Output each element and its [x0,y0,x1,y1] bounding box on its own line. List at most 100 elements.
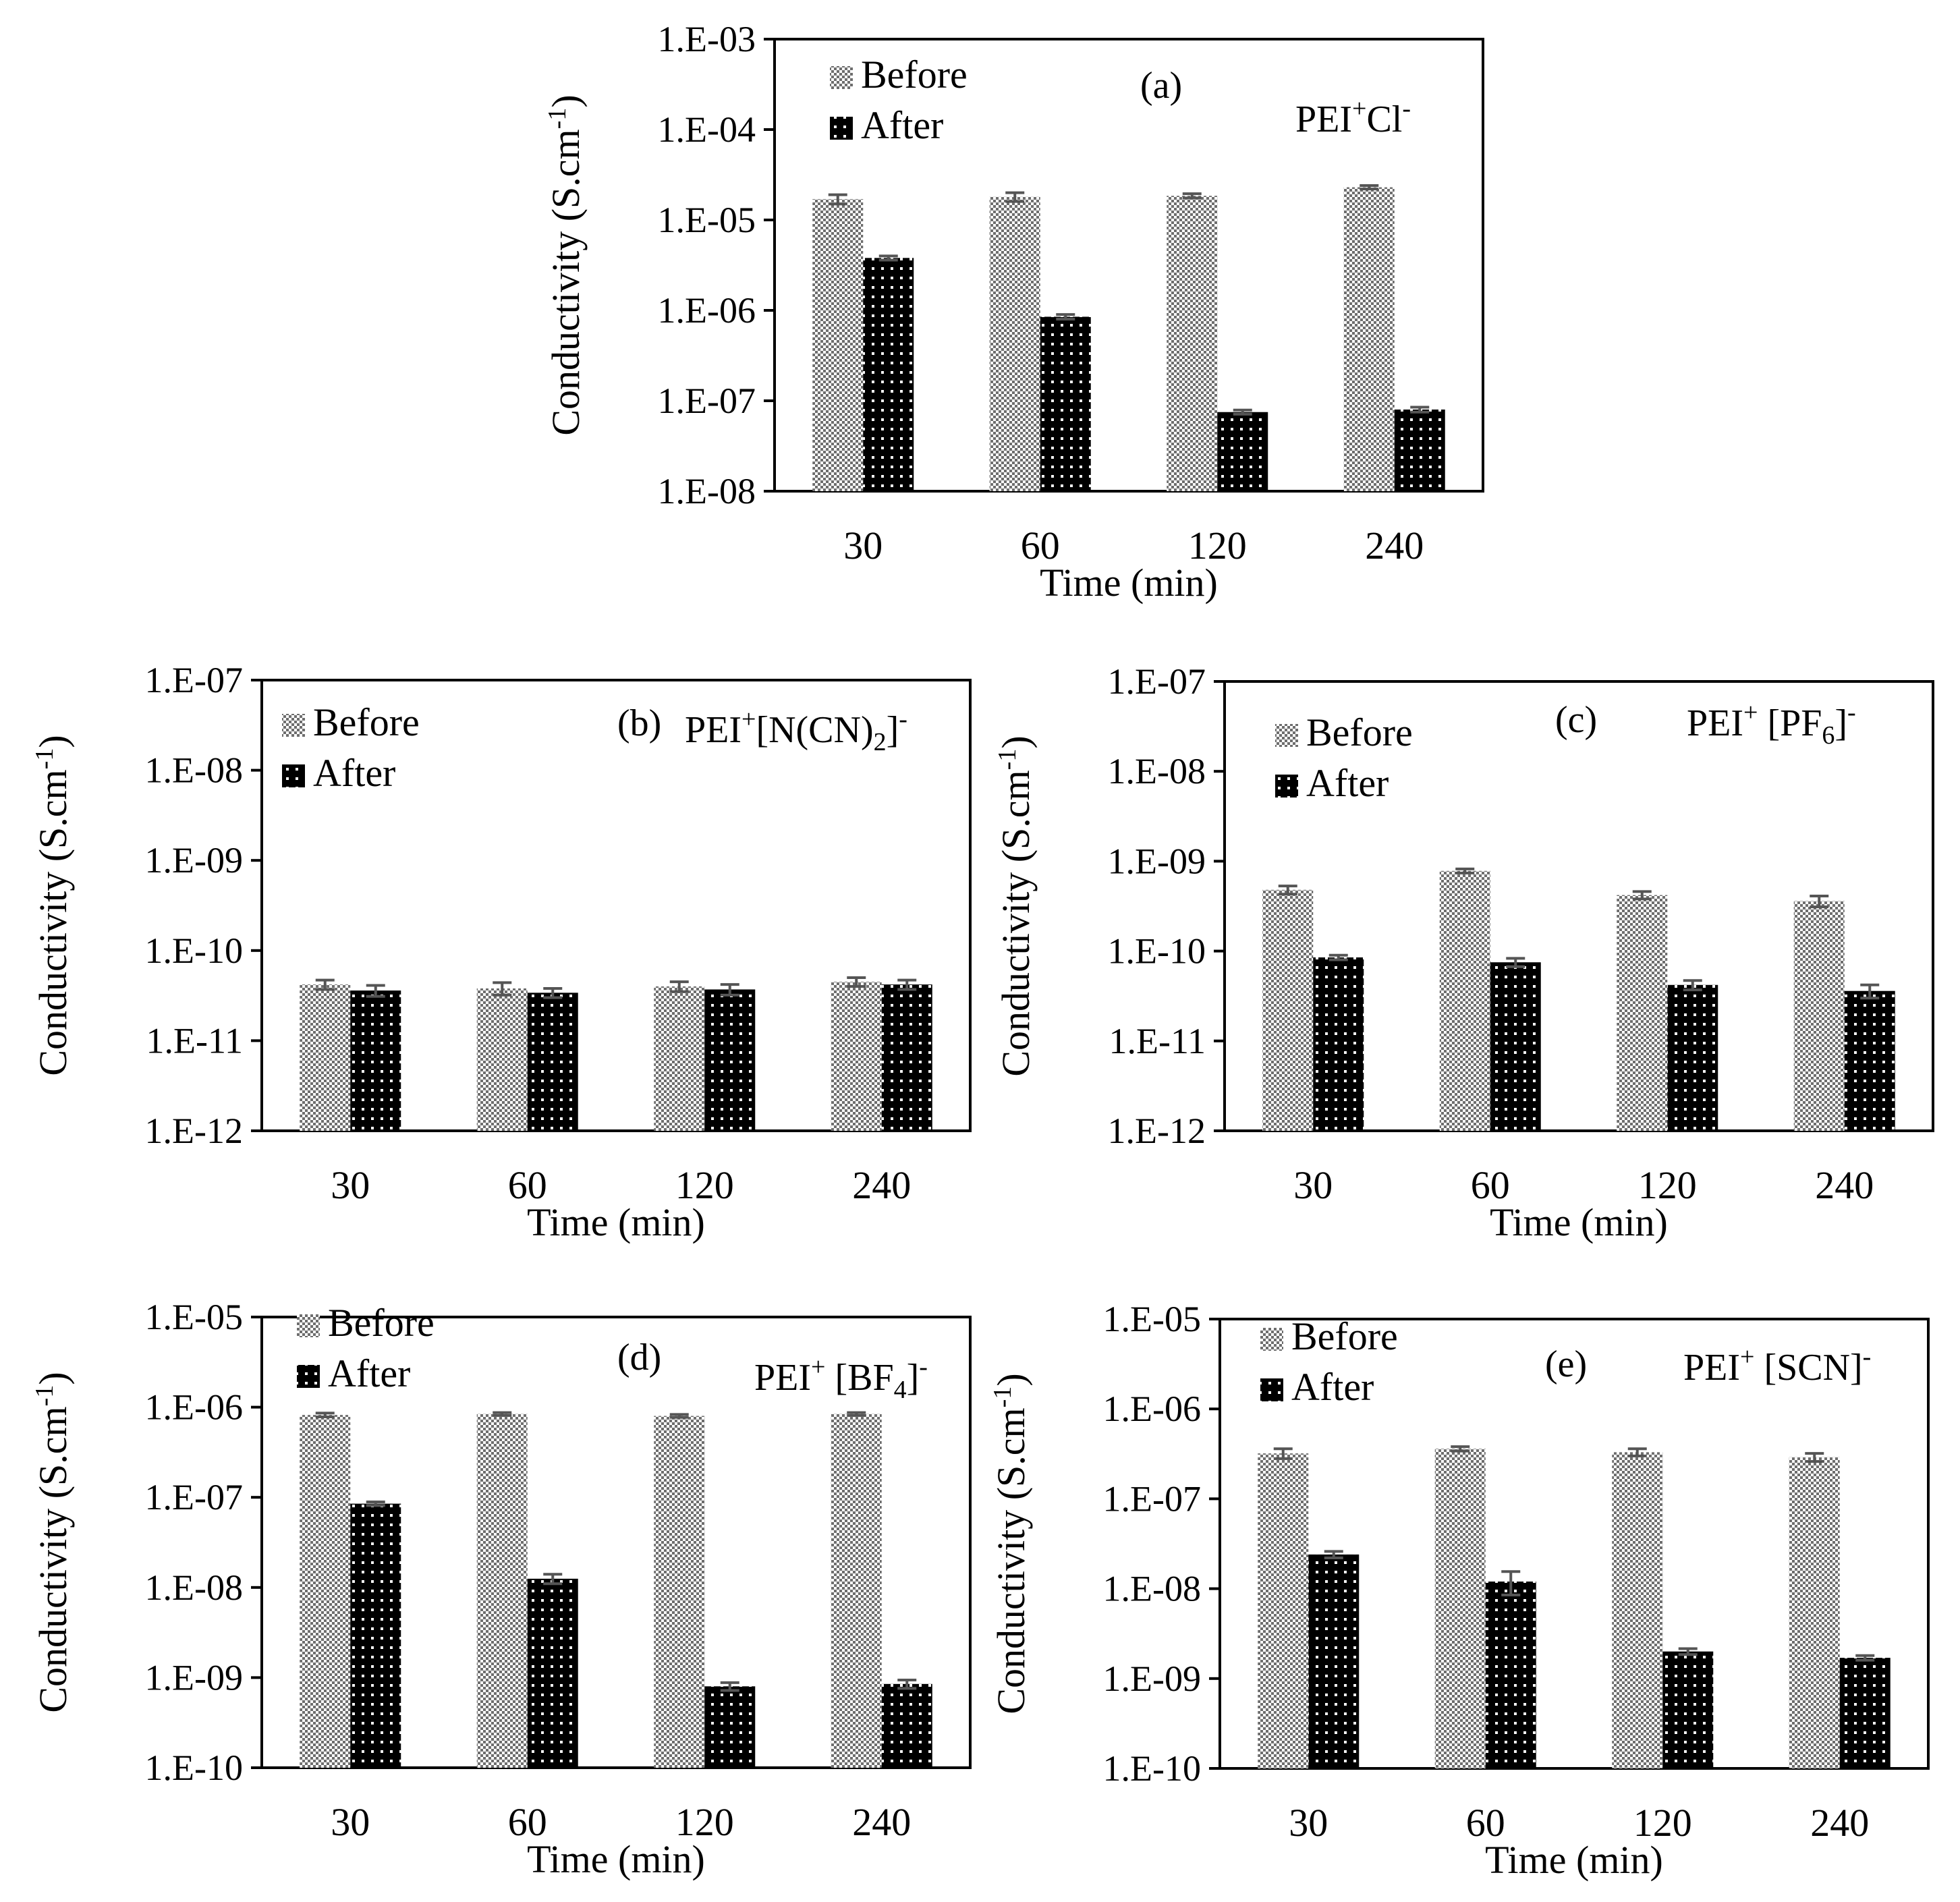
y-tick-label: 1.E-09 [145,1657,243,1698]
legend-label-before: Before [861,53,968,96]
compound-label: PEI+ [BF4]- [754,1353,928,1404]
legend-swatch-before [282,714,305,737]
x-axis-label: Time (min) [527,1200,705,1244]
x-tick-label: 240 [1810,1801,1869,1845]
chart-panel-b: 1.E-12 1.E-11 1.E-10 1.E-09 1.E-08 1.E-07 Cond… [30,660,972,1244]
error-bar-after-240 [897,1678,917,1690]
y-tick-label: 1.E-08 [145,750,243,791]
y-tick-label: 1.E-11 [146,1020,243,1061]
error-bar-after-120 [1683,979,1702,992]
error-bar-before-240 [1805,1452,1824,1463]
bar-before-120 [1617,895,1668,1131]
error-bar-before-240 [1360,184,1379,191]
panel-label: (c) [1555,699,1597,741]
error-bar-after-60 [1056,313,1075,320]
chart-panel-a: 1.E-08 1.E-07 1.E-06 1.E-05 1.E-04 1.E-03 Cond… [543,19,1484,605]
bar-after-240 [881,984,932,1131]
chart-panel-d: 1.E-10 1.E-09 1.E-08 1.E-07 1.E-06 1.E-05 Cond… [30,1297,972,1881]
x-tick-label: 60 [508,1800,547,1844]
legend-swatch-after [297,1365,320,1388]
x-tick-label: 30 [843,524,883,567]
y-axis-label: Conductivity (S.cm-1) [30,1372,75,1712]
error-bar-after-30 [878,254,898,262]
bar-before-60 [476,988,528,1131]
x-tick-label: 240 [852,1163,911,1207]
y-tick-label: 1.E-07 [1108,661,1206,702]
error-bar-after-60 [543,986,563,999]
plot-frame [260,1316,972,1769]
x-tick-label: 30 [331,1800,370,1844]
bar-before-60 [1434,1449,1486,1768]
error-bar-before-60 [1455,867,1475,874]
legend-label-after: After [1291,1365,1374,1409]
error-bar-after-240 [1410,405,1430,414]
x-tick-label: 120 [1633,1801,1692,1845]
x-axis-label: Time (min) [1485,1838,1663,1882]
bar-after-240 [1839,1658,1891,1768]
bar-after-120 [1667,984,1718,1131]
plot-frame [1223,680,1934,1132]
y-tick-label: 1.E-05 [658,200,756,240]
y-tick-label: 1.E-05 [1103,1299,1201,1339]
y-tick-label: 1.E-06 [658,290,756,331]
bar-before-60 [989,196,1040,491]
error-bar-before-240 [847,976,866,988]
bar-before-120 [654,986,705,1131]
panel-label: (d) [617,1337,661,1378]
bar-before-240 [1789,1457,1840,1768]
error-bar-after-240 [897,978,917,991]
y-tick-label: 1.E-12 [1108,1111,1206,1151]
bar-before-240 [831,982,882,1131]
bar-before-120 [1167,196,1218,491]
legend-label-after: After [1306,761,1389,805]
panel-label: (a) [1140,65,1182,107]
legend-swatch-after [1260,1378,1283,1401]
bar-before-30 [1258,1453,1309,1768]
bar-before-30 [300,984,351,1131]
y-tick-label: 1.E-04 [658,109,756,150]
error-bar-before-30 [315,978,335,991]
legend-swatch-after [1275,775,1298,798]
y-axis-label: Conductivity (S.cm-1) [988,1373,1033,1714]
x-tick-label: 120 [675,1800,734,1844]
error-bar-after-240 [1855,1654,1875,1662]
x-tick-label: 30 [1289,1801,1328,1845]
bar-after-120 [1662,1651,1714,1768]
bar-before-60 [476,1414,528,1768]
error-bar-before-120 [1182,192,1202,200]
compound-label: PEI+ [PF6]- [1687,698,1856,750]
bar-before-120 [1612,1452,1663,1768]
x-axis-label: Time (min) [527,1837,705,1881]
x-tick-label: 240 [1815,1163,1874,1207]
y-tick-label: 1.E-08 [145,1567,243,1608]
x-tick-label: 120 [675,1163,734,1207]
y-tick-label: 1.E-10 [1108,931,1206,972]
bar-before-240 [1343,187,1395,491]
legend-label-after: After [328,1351,410,1395]
error-bar-after-120 [720,1681,739,1692]
y-tick-label: 1.E-10 [145,1747,243,1788]
bar-before-240 [1793,901,1845,1131]
bar-before-120 [654,1416,705,1768]
bar-before-240 [831,1414,882,1768]
x-tick-label: 120 [1638,1163,1697,1207]
y-tick-label: 1.E-07 [658,381,756,421]
y-tick-label: 1.E-05 [145,1297,243,1337]
bar-after-30 [863,258,914,491]
x-tick-label: 240 [852,1800,911,1844]
y-tick-label: 1.E-07 [145,1477,243,1517]
error-bar-before-240 [847,1411,866,1417]
x-tick-label: 60 [508,1163,547,1207]
plot-frame [260,679,972,1132]
y-tick-label: 1.E-09 [1108,841,1206,881]
legend-label-before: Before [328,1301,435,1345]
bar-after-120 [704,989,756,1131]
error-bar-before-120 [1632,890,1652,901]
x-tick-label: 60 [1466,1801,1505,1845]
compound-label: PEI+[N(CN)2]- [685,705,907,756]
y-tick-label: 1.E-09 [145,840,243,880]
y-tick-label: 1.E-06 [145,1387,243,1428]
y-tick-label: 1.E-07 [145,660,243,700]
error-bar-after-60 [1506,957,1525,968]
